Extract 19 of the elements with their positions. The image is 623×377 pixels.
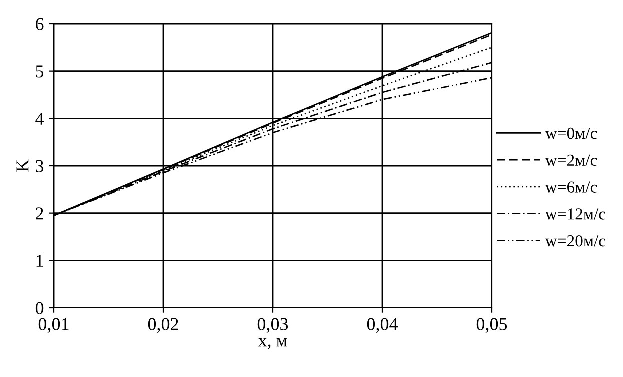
y-tick-label: 1 [36, 255, 44, 267]
x-tick-label: 0,03 [258, 318, 288, 334]
x-tick-label: 0,05 [476, 318, 508, 334]
y-tick-label: 6 [36, 18, 44, 30]
legend-label: w=6м/с [545, 182, 598, 193]
legend-label: w=2м/с [545, 154, 598, 166]
y-tick-label: 5 [36, 66, 44, 78]
x-tick-label: 0,01 [38, 318, 69, 334]
x-tick-label: 0,02 [148, 318, 178, 334]
legend-label: w=0м/с [545, 128, 598, 140]
y-tick-label: 4 [36, 113, 44, 125]
legend-label: w=12м/с [545, 208, 606, 220]
y-tick-label: 3 [36, 160, 44, 172]
x-axis-title: x, м [258, 338, 288, 350]
y-tick-label: 2 [36, 208, 44, 220]
y-tick-label: 0 [36, 302, 44, 314]
y-axis-title: K [16, 160, 29, 172]
legend-label: w=20м/с [545, 235, 606, 247]
x-tick-label: 0,04 [367, 318, 398, 334]
